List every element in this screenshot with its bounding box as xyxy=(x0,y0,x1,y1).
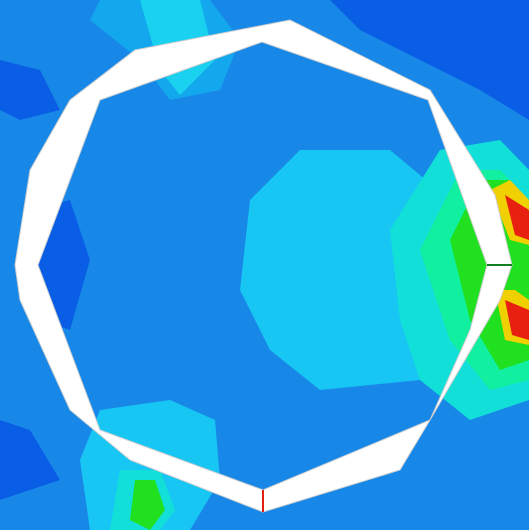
ring xyxy=(14,19,513,513)
field-dark-left xyxy=(0,60,60,120)
field-dark-bottom-left xyxy=(0,420,60,500)
field-red-lower xyxy=(505,300,529,340)
field-dark-top-right xyxy=(330,0,529,120)
field-red-upper xyxy=(505,195,529,240)
field-green-bottom xyxy=(130,480,165,530)
